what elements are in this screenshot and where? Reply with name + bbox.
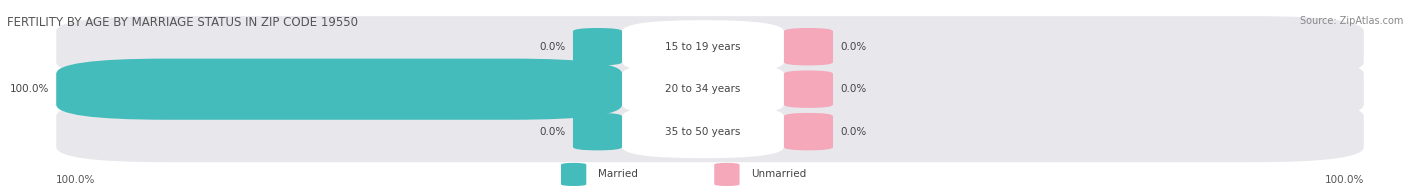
Text: 0.0%: 0.0% <box>841 42 866 52</box>
Text: FERTILITY BY AGE BY MARRIAGE STATUS IN ZIP CODE 19550: FERTILITY BY AGE BY MARRIAGE STATUS IN Z… <box>7 16 359 29</box>
FancyBboxPatch shape <box>574 28 621 65</box>
Text: 100.0%: 100.0% <box>10 84 49 94</box>
FancyBboxPatch shape <box>621 63 785 116</box>
Text: 15 to 19 years: 15 to 19 years <box>665 42 741 52</box>
Text: 100.0%: 100.0% <box>1324 175 1364 185</box>
Text: Source: ZipAtlas.com: Source: ZipAtlas.com <box>1299 16 1403 26</box>
Text: Unmarried: Unmarried <box>751 169 806 180</box>
FancyBboxPatch shape <box>785 71 832 108</box>
Text: 100.0%: 100.0% <box>56 175 96 185</box>
FancyBboxPatch shape <box>785 28 832 65</box>
FancyBboxPatch shape <box>56 59 1364 120</box>
FancyBboxPatch shape <box>56 101 1364 162</box>
Text: 20 to 34 years: 20 to 34 years <box>665 84 741 94</box>
Text: 0.0%: 0.0% <box>540 127 565 137</box>
Text: 0.0%: 0.0% <box>540 42 565 52</box>
FancyBboxPatch shape <box>621 20 785 73</box>
Text: 0.0%: 0.0% <box>841 84 866 94</box>
FancyBboxPatch shape <box>56 16 1364 77</box>
FancyBboxPatch shape <box>785 113 832 150</box>
Text: 35 to 50 years: 35 to 50 years <box>665 127 741 137</box>
Text: 0.0%: 0.0% <box>841 127 866 137</box>
FancyBboxPatch shape <box>574 113 621 150</box>
FancyBboxPatch shape <box>621 105 785 158</box>
FancyBboxPatch shape <box>714 163 740 186</box>
FancyBboxPatch shape <box>561 163 586 186</box>
FancyBboxPatch shape <box>56 59 621 120</box>
Text: Married: Married <box>598 169 637 180</box>
